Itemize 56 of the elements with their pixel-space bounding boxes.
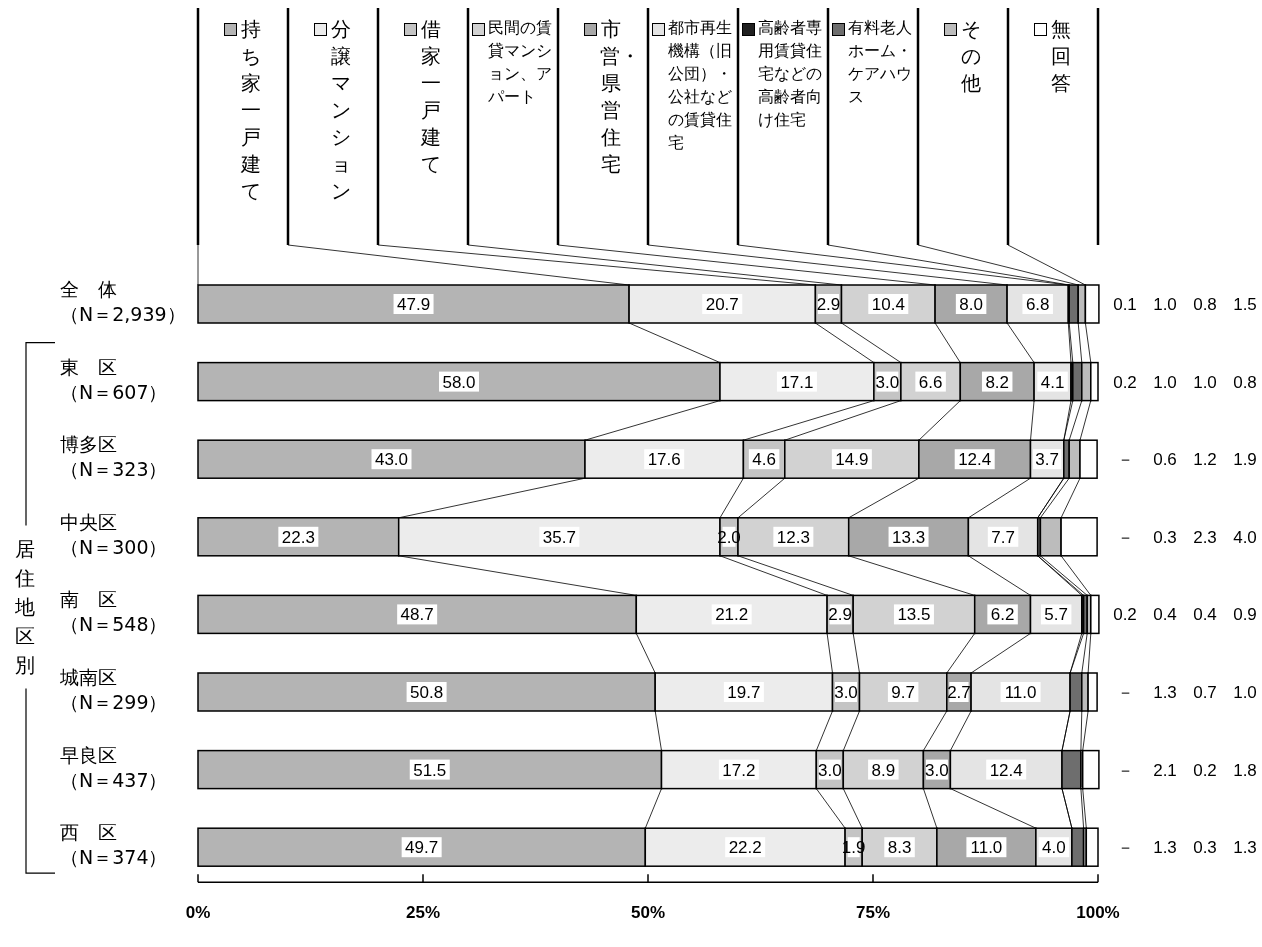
- legend-label: 高齢者専用賃貸住宅などの高齢者向け住宅: [758, 17, 823, 131]
- data-label: 1.0: [1193, 372, 1217, 392]
- x-tick-label: 75%: [855, 903, 891, 923]
- y-tick-label: 城南区（N＝299）: [60, 665, 168, 715]
- data-label: 1.8: [1233, 760, 1257, 780]
- data-label: 0.2: [1113, 605, 1137, 625]
- data-label: 1.0: [1153, 295, 1177, 314]
- data-label: 1.5: [1233, 295, 1257, 314]
- legend-label: 無回答: [1050, 16, 1072, 97]
- text: －: [1116, 527, 1134, 547]
- x-tick-label: 0%: [185, 903, 211, 923]
- data-label: 2.3: [1193, 527, 1217, 547]
- data-label: 0.3: [1153, 527, 1177, 547]
- y-tick-label: 早良区（N＝437）: [60, 742, 168, 793]
- legend-label: 分譲マンション: [330, 16, 352, 205]
- legend-label: 市営・県営住宅: [600, 16, 640, 178]
- y-tick-label: 西 区（N＝374）: [60, 820, 168, 871]
- data-label: 1.2: [1193, 450, 1217, 470]
- data-label: 0.4: [1153, 605, 1177, 625]
- y-tick-label: 全 体（N＝2,939）: [60, 277, 186, 327]
- legend-label: 持ち家一戸建て: [240, 16, 262, 205]
- y-tick-label: 南 区（N＝548）: [60, 587, 168, 638]
- legend-label: 民間の賃貸マンション、アパート: [488, 17, 553, 108]
- data-label: 1.3: [1233, 838, 1257, 858]
- data-label: 0.2: [1193, 760, 1217, 780]
- data-label: 4.0: [1233, 527, 1257, 547]
- data-label: 0.3: [1193, 838, 1217, 858]
- y-tick-label: 中央区（N＝300）: [60, 509, 168, 560]
- data-label: 1.9: [1233, 450, 1257, 470]
- data-label: 0.8: [1233, 372, 1257, 392]
- data-label: 1.3: [1153, 838, 1177, 858]
- text: 居住地区別: [14, 536, 36, 680]
- data-label: 0.1: [1113, 295, 1137, 314]
- data-label: 1.0: [1153, 372, 1177, 392]
- data-label: 2.1: [1153, 760, 1177, 780]
- data-label: 0.2: [1113, 372, 1137, 392]
- legend-label: 都市再生機構（旧公団）・公社などの賃貸住宅: [668, 17, 733, 154]
- x-tick-label: 100%: [1076, 903, 1120, 923]
- text: －: [1116, 683, 1134, 702]
- x-tick-label: 50%: [630, 903, 666, 923]
- data-label: 0.7: [1193, 683, 1217, 702]
- data-label: 1.0: [1233, 683, 1257, 702]
- data-label: 1.3: [1153, 683, 1177, 702]
- data-label: 0.6: [1153, 450, 1177, 470]
- data-label: 0.4: [1193, 605, 1217, 625]
- legend-label: 有料老人ホーム・ケアハウス: [848, 17, 913, 108]
- x-tick-label: 25%: [405, 903, 441, 923]
- y-tick-label: 東 区（N＝607）: [60, 354, 168, 405]
- text: －: [1116, 450, 1134, 470]
- y-tick-label: 博多区（N＝323）: [60, 432, 168, 483]
- data-label: 0.9: [1233, 605, 1257, 625]
- text: －: [1116, 760, 1134, 780]
- legend-label: その他: [960, 16, 982, 97]
- legend-label: 借家一戸建て: [420, 16, 442, 178]
- text: －: [1116, 838, 1134, 858]
- data-label: 0.8: [1193, 295, 1217, 314]
